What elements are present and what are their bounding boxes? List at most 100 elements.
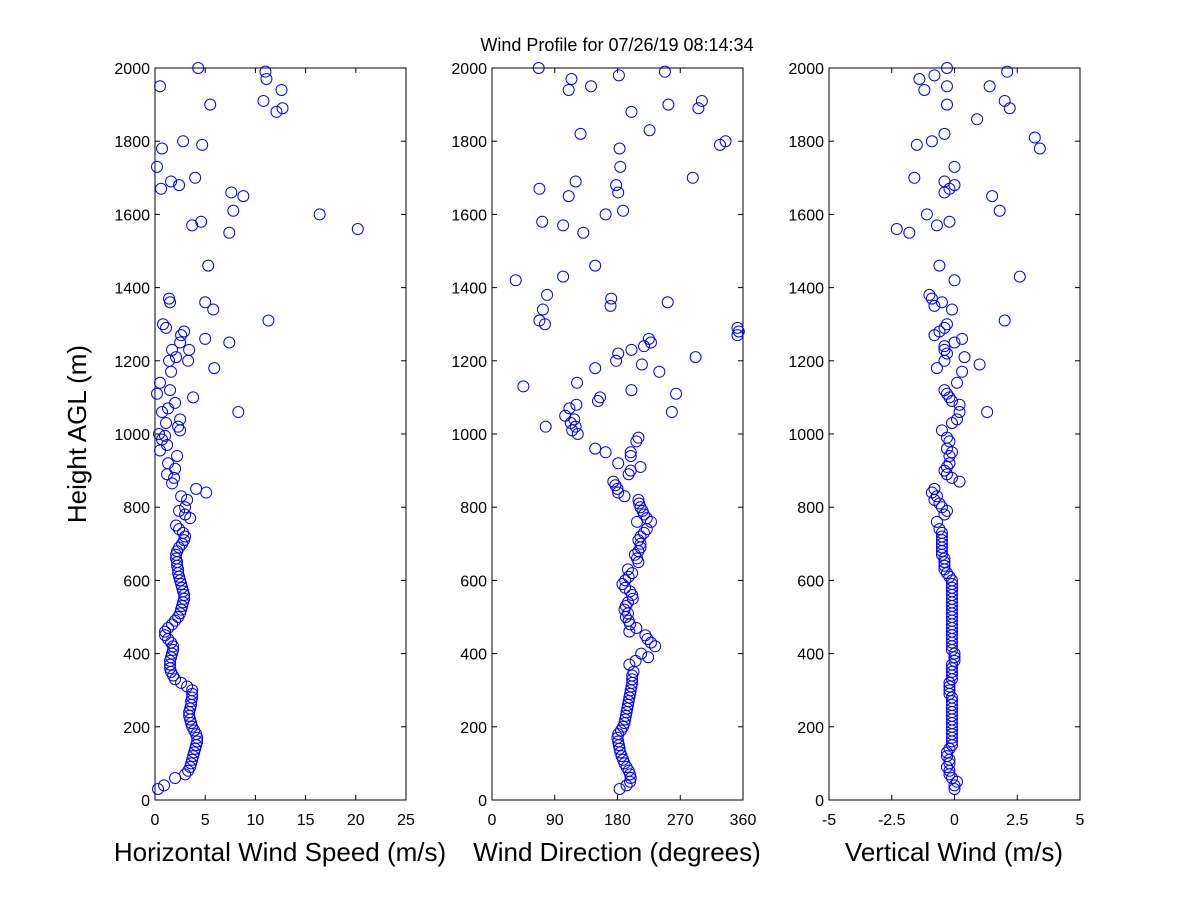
data-point (199, 296, 212, 309)
y-tick-label: 1400 (114, 281, 150, 298)
data-point (940, 387, 953, 400)
data-point (151, 387, 164, 400)
data-point (599, 208, 612, 221)
data-point (940, 62, 953, 74)
x-axis-label-vertical: Vertical Wind (m/s) (845, 837, 1063, 867)
data-point (170, 552, 183, 565)
data-point (662, 98, 675, 111)
data-point (559, 409, 572, 422)
data-point (186, 691, 199, 704)
data-point (951, 376, 964, 389)
y-tick-label: 200 (460, 720, 487, 737)
data-point (956, 332, 969, 345)
data-point (945, 581, 958, 594)
data-point (945, 695, 958, 708)
data-point (174, 413, 187, 426)
data-point (164, 296, 177, 309)
data-point (940, 567, 953, 580)
data-point (940, 750, 953, 763)
data-point (169, 772, 182, 785)
data-point (207, 303, 220, 316)
data-point (948, 779, 961, 792)
data-point (577, 226, 590, 239)
data-point (1028, 131, 1041, 144)
panel-wind-direction: 0 200 400 600 800 1000 1200 1400 1600 1800 2000 0 90… (451, 61, 760, 867)
data-point (612, 69, 625, 82)
data-point (920, 208, 933, 221)
data-point (943, 742, 956, 755)
data-point (918, 83, 931, 96)
data-point (168, 471, 181, 484)
data-point (183, 343, 196, 356)
y-tick-label: 1400 (788, 281, 824, 298)
y-tick-label: 1200 (114, 354, 150, 371)
data-point (620, 779, 633, 792)
data-point (164, 384, 177, 397)
data-point (610, 354, 623, 367)
data-point (649, 640, 662, 653)
data-point (565, 72, 578, 85)
data-point (610, 179, 623, 192)
y-tick-label: 0 (815, 793, 824, 810)
data-point (571, 376, 584, 389)
data-point (185, 757, 198, 770)
data-point (259, 65, 272, 78)
data-point (562, 190, 575, 203)
y-tick-label: 0 (141, 793, 150, 810)
data-point (181, 493, 194, 506)
data-point (563, 402, 576, 415)
x-tick-label: 15 (297, 812, 315, 829)
y-tick-label: 800 (123, 500, 150, 517)
data-point (635, 358, 648, 371)
data-point (160, 321, 173, 334)
y-tick-label: 2000 (114, 61, 150, 78)
data-point (624, 449, 637, 462)
data-point (938, 354, 951, 367)
plot-frame-speed (154, 67, 407, 801)
data-point (619, 581, 632, 594)
data-point (670, 387, 683, 400)
data-point (943, 684, 956, 697)
data-point (169, 396, 182, 409)
data-point (928, 299, 941, 312)
data-point (166, 343, 179, 356)
data-point (938, 552, 951, 565)
data-point (928, 482, 941, 495)
x-axis-label-direction: Wind Direction (degrees) (473, 837, 761, 867)
x-axis-label-speed: Horizontal Wind Speed (m/s) (114, 837, 446, 867)
data-point (913, 72, 926, 85)
figure-title: Wind Profile for 07/26/19 08:14:34 (480, 35, 753, 55)
data-point (165, 636, 178, 649)
data-point (156, 406, 169, 419)
y-tick-label: 1600 (788, 207, 824, 224)
data-point (622, 570, 635, 583)
data-point (173, 179, 186, 192)
data-point (179, 508, 192, 521)
data-point (945, 578, 958, 591)
x-tick-label: -5 (822, 812, 836, 829)
data-point (938, 384, 951, 397)
data-point (174, 336, 187, 349)
data-point (184, 761, 197, 774)
data-point (169, 614, 182, 627)
data-point (517, 380, 530, 393)
data-point (958, 351, 971, 364)
data-point (173, 541, 186, 554)
data-point (186, 753, 199, 766)
data-point (935, 424, 948, 437)
data-point (903, 226, 916, 239)
data-point (1013, 270, 1026, 283)
x-tick-label: 5 (201, 812, 210, 829)
data-point (158, 779, 171, 792)
data-point (624, 446, 637, 459)
data-point (159, 429, 172, 442)
data-point (154, 80, 167, 93)
data-point (635, 647, 648, 660)
panel-vertical-wind: 0 200 400 600 800 1000 1200 1400 1600 1800 2000 -5 -… (788, 61, 1084, 867)
y-tick-label: 800 (460, 500, 487, 517)
data-point (971, 113, 984, 126)
y-tick-label: 400 (460, 647, 487, 664)
data-point (532, 62, 545, 74)
data-point (644, 515, 657, 528)
data-point (614, 160, 627, 173)
